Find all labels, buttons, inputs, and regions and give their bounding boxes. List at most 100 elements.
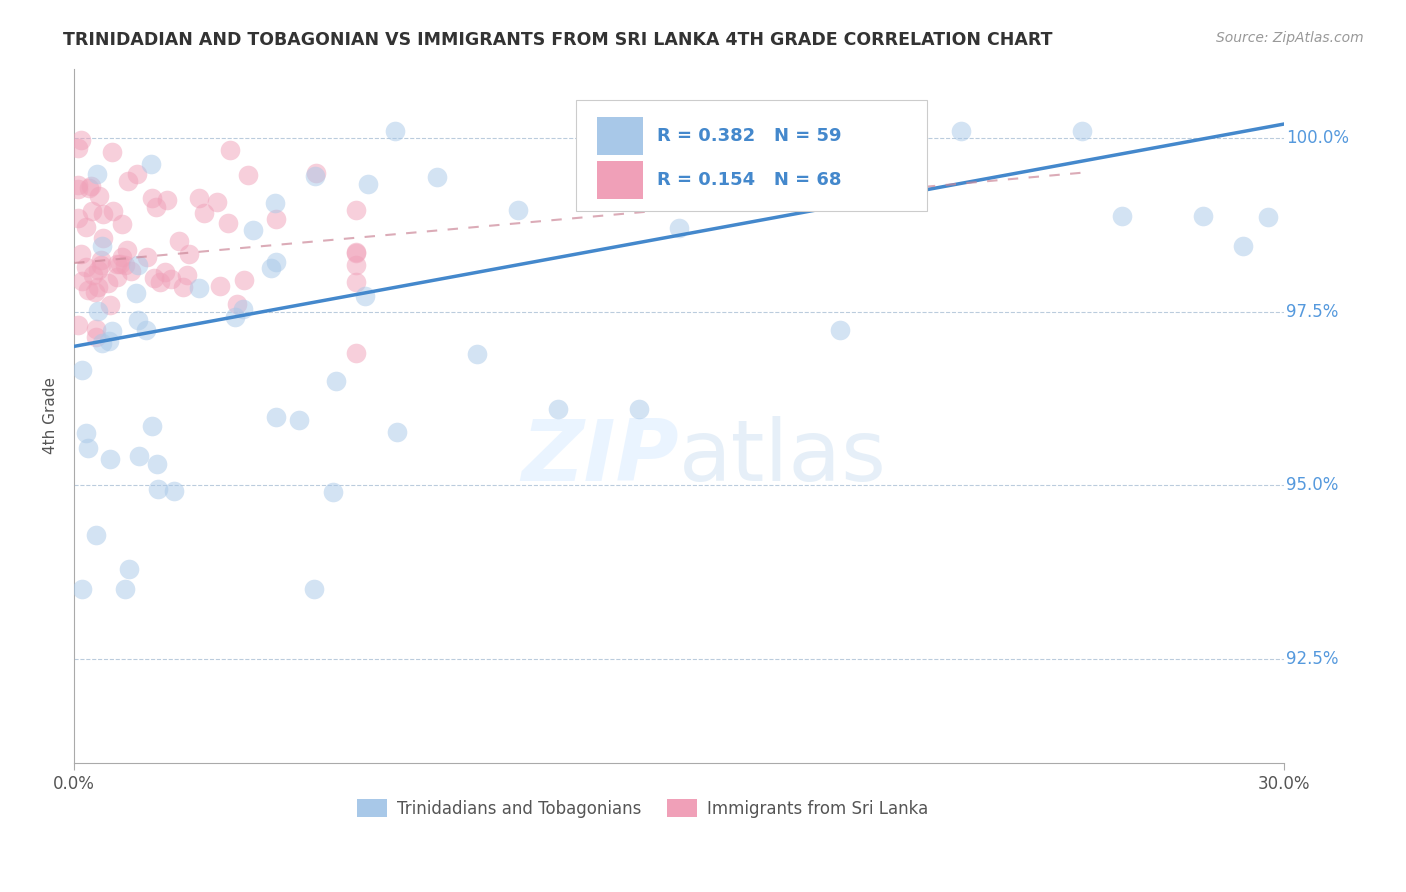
Point — [67, 178, 90, 192]
Point — [159, 271, 181, 285]
Text: 95.0%: 95.0% — [1286, 476, 1339, 494]
Bar — [596, 161, 643, 199]
Point — [187, 280, 209, 294]
Point — [242, 222, 264, 236]
Point — [125, 286, 148, 301]
Point — [288, 413, 311, 427]
Point — [101, 145, 124, 160]
Point — [155, 265, 177, 279]
Point — [118, 562, 141, 576]
Point — [236, 169, 259, 183]
Point — [354, 288, 377, 302]
Point — [77, 283, 100, 297]
Text: atlas: atlas — [679, 416, 887, 499]
Legend: Trinidadians and Tobagonians, Immigrants from Sri Lanka: Trinidadians and Tobagonians, Immigrants… — [350, 793, 935, 824]
Point — [304, 169, 326, 184]
Point — [506, 203, 529, 218]
Point — [789, 178, 811, 192]
Point — [748, 124, 770, 138]
Point — [86, 280, 108, 294]
Point — [67, 211, 90, 225]
Point — [207, 194, 229, 209]
Point — [77, 441, 100, 455]
Point — [67, 141, 90, 155]
Point — [135, 323, 157, 337]
Text: R = 0.382   N = 59: R = 0.382 N = 59 — [657, 127, 842, 145]
Point — [139, 156, 162, 170]
Point — [111, 250, 134, 264]
Point — [98, 334, 121, 349]
Point — [869, 124, 891, 138]
Point — [105, 256, 128, 270]
Point — [709, 124, 731, 138]
Text: R = 0.154   N = 68: R = 0.154 N = 68 — [657, 170, 842, 188]
Point — [465, 346, 488, 360]
Point — [77, 181, 100, 195]
Point — [117, 174, 139, 188]
Point — [169, 234, 191, 248]
Text: Source: ZipAtlas.com: Source: ZipAtlas.com — [1216, 31, 1364, 45]
Point — [91, 239, 114, 253]
Point — [219, 144, 242, 158]
Point — [75, 260, 97, 275]
Point — [84, 322, 107, 336]
Point — [176, 268, 198, 282]
FancyBboxPatch shape — [576, 100, 927, 211]
Point — [127, 258, 149, 272]
Point — [177, 247, 200, 261]
Point — [950, 124, 973, 138]
Point — [149, 276, 172, 290]
Point — [1192, 209, 1215, 223]
Point — [586, 124, 609, 138]
Point — [70, 582, 93, 597]
Point — [344, 258, 367, 272]
Point — [1232, 239, 1254, 253]
Point — [304, 582, 326, 597]
Point — [70, 363, 93, 377]
Point — [627, 401, 650, 416]
Text: TRINIDADIAN AND TOBAGONIAN VS IMMIGRANTS FROM SRI LANKA 4TH GRADE CORRELATION CH: TRINIDADIAN AND TOBAGONIAN VS IMMIGRANTS… — [63, 31, 1053, 49]
Point — [98, 452, 121, 467]
Point — [98, 298, 121, 312]
Point — [80, 178, 103, 193]
Bar — [596, 117, 643, 155]
Point — [90, 335, 112, 350]
Point — [163, 484, 186, 499]
Y-axis label: 4th Grade: 4th Grade — [44, 377, 58, 454]
Point — [217, 216, 239, 230]
Point — [67, 318, 90, 332]
Text: 100.0%: 100.0% — [1286, 129, 1350, 147]
Point — [193, 206, 215, 220]
Point — [114, 582, 136, 597]
Point — [208, 279, 231, 293]
Point — [86, 167, 108, 181]
Point — [344, 245, 367, 260]
Point — [105, 270, 128, 285]
Point — [127, 312, 149, 326]
Point — [547, 402, 569, 417]
Point — [84, 528, 107, 542]
Point — [101, 203, 124, 218]
Point — [114, 258, 136, 272]
Point — [111, 217, 134, 231]
Point — [1257, 210, 1279, 224]
Point — [125, 167, 148, 181]
Point — [668, 221, 690, 235]
Point — [305, 166, 328, 180]
Point — [224, 310, 246, 324]
Point — [70, 247, 93, 261]
Point — [1071, 124, 1094, 138]
Point — [322, 485, 344, 500]
Point — [146, 482, 169, 496]
Point — [90, 258, 112, 272]
Point — [344, 202, 367, 217]
Point — [830, 323, 852, 337]
Point — [172, 280, 194, 294]
Point — [91, 230, 114, 244]
Point — [263, 195, 285, 210]
Point — [384, 124, 406, 138]
Point — [110, 257, 132, 271]
Point — [89, 189, 111, 203]
Point — [91, 206, 114, 220]
Point — [146, 457, 169, 471]
